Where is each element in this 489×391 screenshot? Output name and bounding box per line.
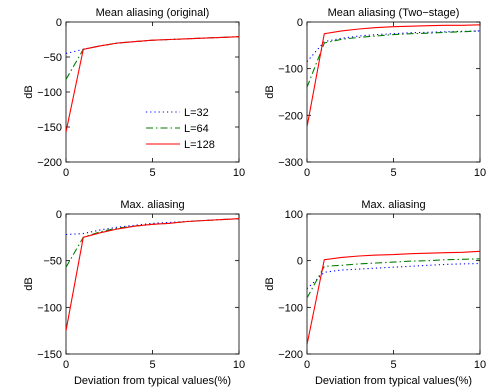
x-tick-label: 5: [149, 359, 155, 371]
series-line-l32: [66, 218, 239, 236]
axes-frame: [306, 21, 481, 163]
y-tick-label: 0: [56, 17, 62, 29]
y-tick-label: 0: [297, 256, 303, 268]
x-axis-label: Deviation from typical values(%): [74, 375, 231, 387]
series-line-l32: [307, 30, 480, 63]
y-tick-label: −100: [278, 302, 303, 314]
chart-title: Max. aliasing: [361, 199, 425, 211]
legend-label: L=64: [184, 123, 209, 135]
x-tick-label: 5: [149, 167, 155, 179]
y-tick-label: −150: [37, 349, 62, 361]
y-tick-label: −50: [43, 52, 62, 64]
legend-label: L=32: [184, 107, 209, 119]
y-tick-label: 0: [56, 209, 62, 221]
series-line-l32: [307, 262, 480, 290]
y-axis-label: dB: [23, 85, 35, 98]
x-tick-label: 0: [304, 167, 310, 179]
series-line-l32: [66, 36, 239, 55]
x-tick-label: 0: [63, 167, 69, 179]
chart-title: Max. aliasing: [120, 199, 184, 211]
axes-frame: [306, 213, 481, 355]
legend-label: L=128: [184, 139, 215, 151]
x-tick-label: 10: [474, 167, 486, 179]
y-axis-label: dB: [264, 85, 276, 98]
y-tick-label: −200: [278, 349, 303, 361]
x-tick-label: 5: [390, 359, 396, 371]
y-tick-label: −100: [278, 64, 303, 76]
y-tick-label: −300: [278, 157, 303, 169]
x-tick-label: 10: [233, 167, 245, 179]
series-line-l128: [307, 250, 480, 345]
y-tick-label: −200: [37, 157, 62, 169]
series-line-l64: [307, 30, 480, 88]
y-tick-label: 100: [285, 209, 303, 221]
series-line-l64: [307, 258, 480, 299]
y-axis-label: dB: [23, 277, 35, 290]
series-line-l64: [66, 36, 239, 80]
y-tick-label: −200: [278, 110, 303, 122]
y-tick-label: 0: [297, 17, 303, 29]
panel-4: Max. aliasing dB Deviation from typical va…: [264, 199, 486, 387]
x-tick-label: 5: [390, 167, 396, 179]
series-line-l128: [66, 218, 239, 331]
series-line-l64: [66, 218, 239, 268]
series-line-l128: [307, 24, 480, 128]
x-tick-label: 0: [304, 359, 310, 371]
y-tick-label: −150: [37, 122, 62, 134]
series-line-l128: [66, 36, 239, 133]
x-tick-label: 0: [63, 359, 69, 371]
x-axis-label: Deviation from typical values(%): [315, 375, 472, 387]
legend: L=32 L=64 L=128: [146, 107, 215, 151]
y-axis-label: dB: [264, 277, 276, 290]
chart-title: Mean aliasing (Two−stage): [328, 7, 460, 19]
x-tick-label: 10: [474, 359, 486, 371]
panel-3: Max. aliasing dB Deviation from typical va…: [23, 199, 245, 387]
chart-title: Mean aliasing (original): [96, 7, 210, 19]
x-tick-label: 10: [233, 359, 245, 371]
y-tick-label: −50: [43, 256, 62, 268]
panel-2: Mean aliasing (Two−stage) dB 0 5 10 −300 −200 −…: [264, 7, 486, 179]
panel-1: Mean aliasing (original) dB 0 5 10 −200 −150 −1…: [23, 7, 245, 179]
y-tick-label: −100: [37, 302, 62, 314]
y-tick-label: −100: [37, 87, 62, 99]
